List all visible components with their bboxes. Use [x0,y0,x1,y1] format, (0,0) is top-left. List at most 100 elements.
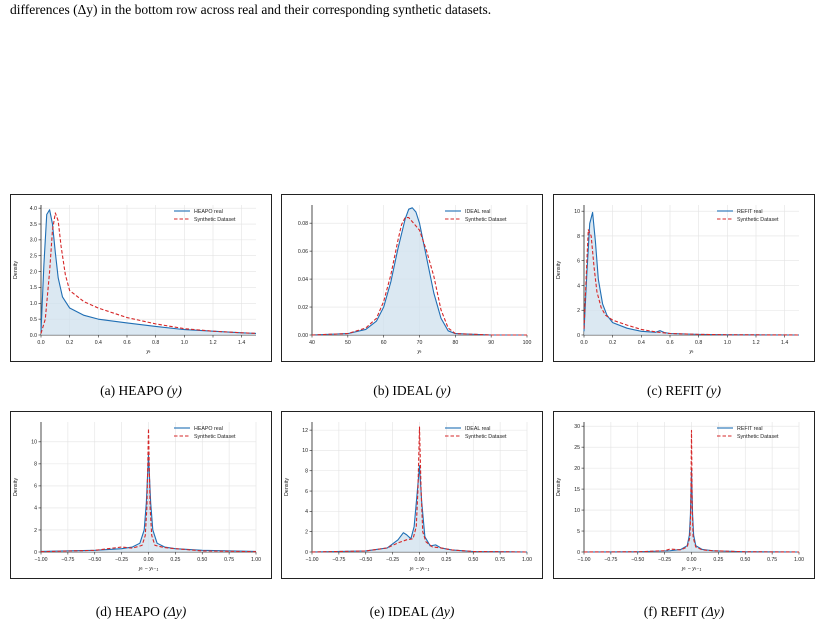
x-tick-label: 100 [523,340,532,346]
x-tick-label: 0.00 [414,557,424,563]
x-tick-label: 0.75 [224,557,234,563]
y-axis-label: Density [556,478,562,497]
y-tick-label: 10 [302,448,308,454]
real-density-fill [312,207,527,335]
chart-heapo-dy: −1.00 −0.75 −0.50 −0.25 0.00 0.25 0.50 0.75 1.00… [13,422,261,572]
x-tick-label: 0.4 [95,340,102,346]
synthetic-density-line [583,429,800,553]
y-tick-label: 2 [305,529,308,535]
x-tick-label: −0.75 [332,557,345,563]
real-density-fill [312,465,527,552]
y-tick-label: 8 [34,462,37,468]
y-tick-label: 10 [31,440,37,446]
x-axis-label: yₜ [688,349,694,355]
x-tick-label: 50 [345,340,351,346]
y-tick-label: 1.0 [30,301,37,307]
y-tick-label: 4 [305,509,308,515]
x-tick-label: 0.25 [170,557,180,563]
y-tick-label: 8 [577,234,580,240]
y-tick-label: 2 [577,308,580,314]
x-tick-label: 0.2 [609,340,616,346]
x-tick-label: 0.00 [143,557,153,563]
legend-label: Synthetic Dataset [194,434,236,440]
x-tick-label: 0.2 [66,340,73,346]
x-tick-label: 0.6 [666,340,673,346]
x-tick-label: 0.75 [495,557,505,563]
legend-label: Synthetic Dataset [737,434,779,440]
y-tick-label: 0.04 [298,277,308,283]
y-tick-label: 4 [577,283,580,289]
y-tick-label: 12 [302,428,308,434]
chart-panel-refit-y: 0.0 0.2 0.4 0.6 0.8 1.0 1.2 1.4 0 2 4 6 8 10 yₜ Density… [553,194,815,362]
y-tick-label: 1.5 [30,285,37,291]
x-tick-label: 0.8 [695,340,702,346]
chart-ideal-dy: −1.00 −0.75 −0.50 −0.25 0.00 0.25 0.50 0.75 1.00… [284,422,532,572]
intro-text: differences (Δy) in the bottom row acros… [10,2,492,17]
x-tick-label: 0.0 [37,340,44,346]
chart-panel-heapo-y: 0.0 0.2 0.4 0.6 0.8 1.0 1.2 1.4 0.0 0.5 1.0 1.5 2.0 2… [10,194,272,362]
x-tick-label: 0.8 [152,340,159,346]
chart-ideal-y: 40 50 60 70 80 90 100 0.00 0.02 0.04 0.06 0.08 yₜ IDE… [298,205,532,355]
y-tick-label: 5 [577,529,580,535]
caption-heapo-dy: (d) HEAPO (Δy) [95,604,187,619]
real-density-fill [41,455,256,552]
y-tick-label: 4.0 [30,206,37,212]
caption-heapo-y: (a) HEAPO (y) [100,383,182,398]
chart-panel-heapo-dy: −1.00 −0.75 −0.50 −0.25 0.00 0.25 0.50 0.75 1.00… [10,411,272,579]
y-tick-label: 2.0 [30,269,37,275]
caption-refit-y: (c) REFIT (y) [647,383,721,398]
legend-label: IDEAL real [465,426,490,432]
y-axis-label: Density [13,261,19,280]
x-tick-label: −0.75 [604,557,617,563]
x-tick-label: −0.50 [88,557,101,563]
x-axis-label: yₜ [145,349,151,355]
x-tick-label: 0.4 [638,340,645,346]
x-tick-label: −0.75 [61,557,74,563]
y-tick-label: 6 [34,484,37,490]
x-tick-label: 1.4 [238,340,245,346]
synthetic-density-line [311,426,528,553]
chart-refit-y: 0.0 0.2 0.4 0.6 0.8 1.0 1.2 1.4 0 2 4 6 8 10 yₜ Density… [556,205,800,355]
synthetic-density-line [583,229,800,336]
y-tick-label: 30 [574,424,580,430]
x-tick-label: 1.0 [724,340,731,346]
x-tick-label: 0.50 [197,557,207,563]
x-tick-label: 1.0 [181,340,188,346]
chart-heapo-y: 0.0 0.2 0.4 0.6 0.8 1.0 1.2 1.4 0.0 0.5 1.0 1.5 2.0 2… [13,205,257,355]
synthetic-density-line [40,212,257,334]
y-tick-label: 0 [34,550,37,556]
x-tick-label: 1.00 [522,557,532,563]
y-tick-label: 6 [577,259,580,265]
x-tick-label: −1.00 [577,557,590,563]
legend-label: HEAPO real [194,209,223,215]
chart-refit-dy: −1.00 −0.75 −0.50 −0.25 0.00 0.25 0.50 0.75 1.00… [556,422,804,572]
x-tick-label: 0.0 [580,340,587,346]
legend-label: Synthetic Dataset [465,434,507,440]
caption-ideal-y: (b) IDEAL (y) [373,383,451,398]
x-tick-label: 0.6 [123,340,130,346]
y-axis-label: Density [556,261,562,280]
legend-label: REFIT real [737,426,763,432]
y-tick-label: 0.02 [298,305,308,311]
x-tick-label: 0.25 [713,557,723,563]
y-tick-label: 10 [574,508,580,514]
x-tick-label: 1.00 [794,557,804,563]
x-tick-label: 1.2 [209,340,216,346]
y-tick-label: 0.00 [298,333,308,339]
y-tick-label: 0.06 [298,249,308,255]
real-density-line [583,211,800,336]
x-tick-label: 90 [488,340,494,346]
real-density-fill [584,212,799,335]
y-tick-label: 0.5 [30,317,37,323]
x-axis-label: yₜ − yₜ₋₁ [409,566,430,572]
y-tick-label: 10 [574,209,580,215]
x-tick-label: −0.25 [115,557,128,563]
chart-panel-ideal-dy: −1.00 −0.75 −0.50 −0.25 0.00 0.25 0.50 0.75 1.00… [281,411,543,579]
y-tick-label: 4 [34,506,37,512]
y-tick-label: 0 [577,333,580,339]
x-tick-label: −0.25 [658,557,671,563]
x-tick-label: 0.25 [441,557,451,563]
real-density-line [311,207,527,336]
x-tick-label: −0.25 [386,557,399,563]
real-density-fill [41,209,256,335]
